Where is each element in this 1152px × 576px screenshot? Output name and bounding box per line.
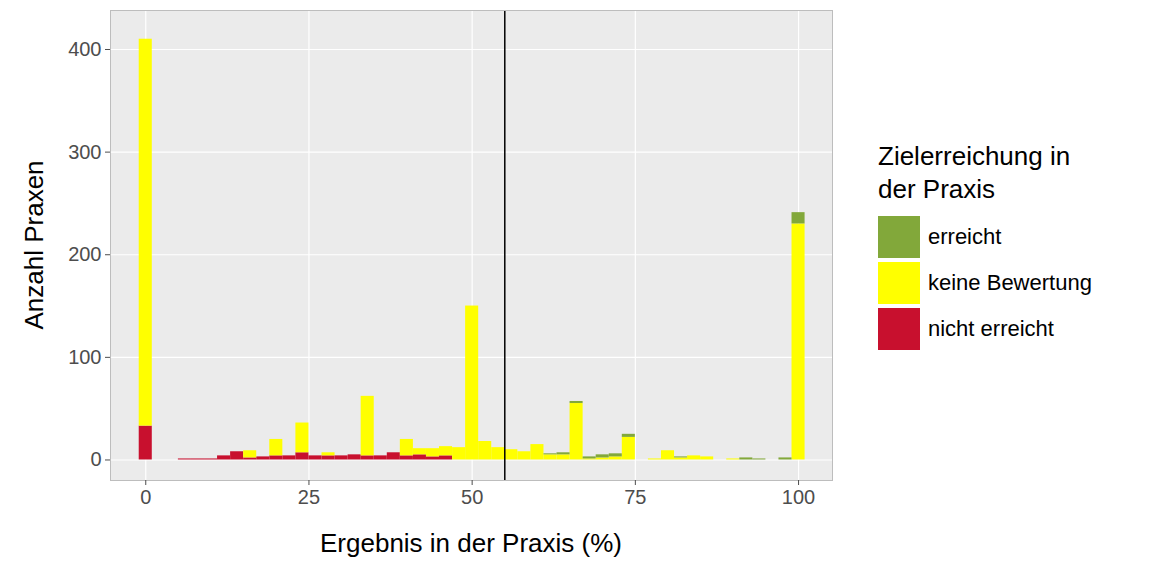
svg-text:75: 75: [624, 486, 646, 508]
svg-text:200: 200: [68, 243, 101, 265]
html-text:keine Bewertung: keine Bewertung: [928, 270, 1092, 295]
svg-text:100: 100: [782, 486, 815, 508]
svg-text:300: 300: [68, 141, 101, 163]
svg-text:0: 0: [140, 486, 151, 508]
svg-text:25: 25: [298, 486, 320, 508]
html-text:Zielerreichung in der Praxis: Zielerreichung in der Praxis: [878, 141, 1071, 204]
svg-text:50: 50: [461, 486, 483, 508]
html-text:Ergebnis in der Praxis (%): Ergebnis in der Praxis (%): [320, 528, 622, 558]
svg-text:100: 100: [68, 346, 101, 368]
html-text:nicht erreicht: nicht erreicht: [928, 316, 1054, 341]
html-text:erreicht: erreicht: [928, 224, 1002, 249]
svg-text:400: 400: [68, 38, 101, 60]
html-text:Anzahl Praxen: Anzahl Praxen: [18, 160, 49, 330]
svg-text:0: 0: [90, 448, 101, 470]
